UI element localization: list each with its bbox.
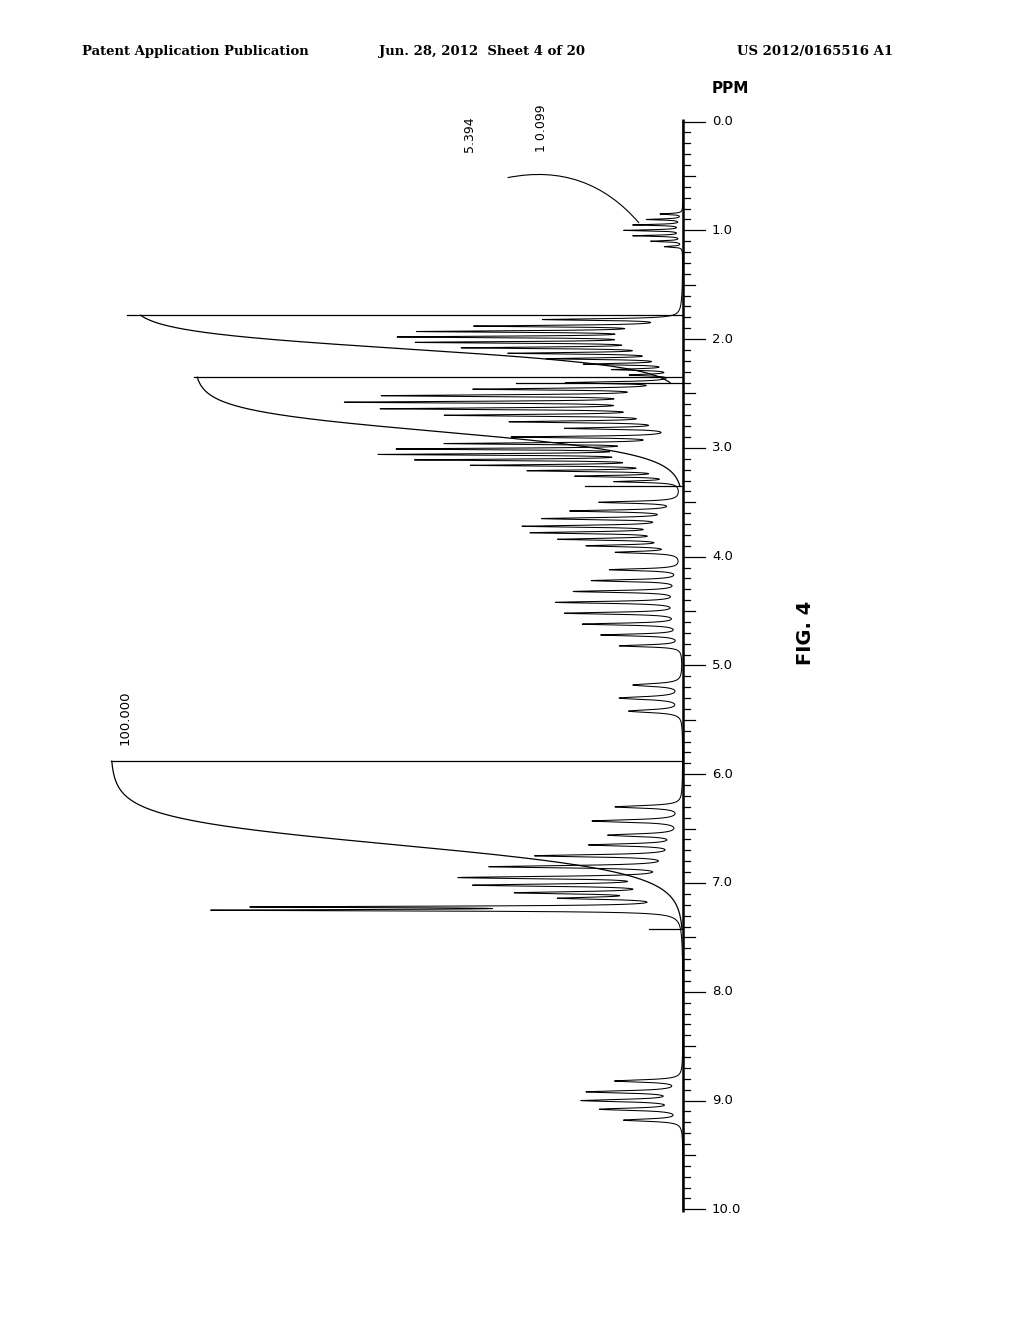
Text: 5.0: 5.0 [712,659,733,672]
Text: 5.394: 5.394 [463,116,475,152]
Text: 6.0: 6.0 [712,768,733,780]
Text: PPM: PPM [712,82,750,96]
Text: 9.0: 9.0 [712,1094,733,1107]
Text: 3.0: 3.0 [712,441,733,454]
Text: Jun. 28, 2012  Sheet 4 of 20: Jun. 28, 2012 Sheet 4 of 20 [379,45,585,58]
Text: 10.0: 10.0 [712,1203,741,1216]
Text: FIG. 4: FIG. 4 [796,601,815,665]
Text: US 2012/0165516 A1: US 2012/0165516 A1 [737,45,893,58]
Text: 8.0: 8.0 [712,985,733,998]
Text: 7.0: 7.0 [712,876,733,890]
Text: Patent Application Publication: Patent Application Publication [82,45,308,58]
Text: 0.0: 0.0 [712,115,733,128]
Text: 2.0: 2.0 [712,333,733,346]
Text: 1.0: 1.0 [712,224,733,236]
Text: 100.000: 100.000 [119,690,132,744]
Text: 1 0.099: 1 0.099 [535,104,548,152]
Text: 4.0: 4.0 [712,550,733,564]
